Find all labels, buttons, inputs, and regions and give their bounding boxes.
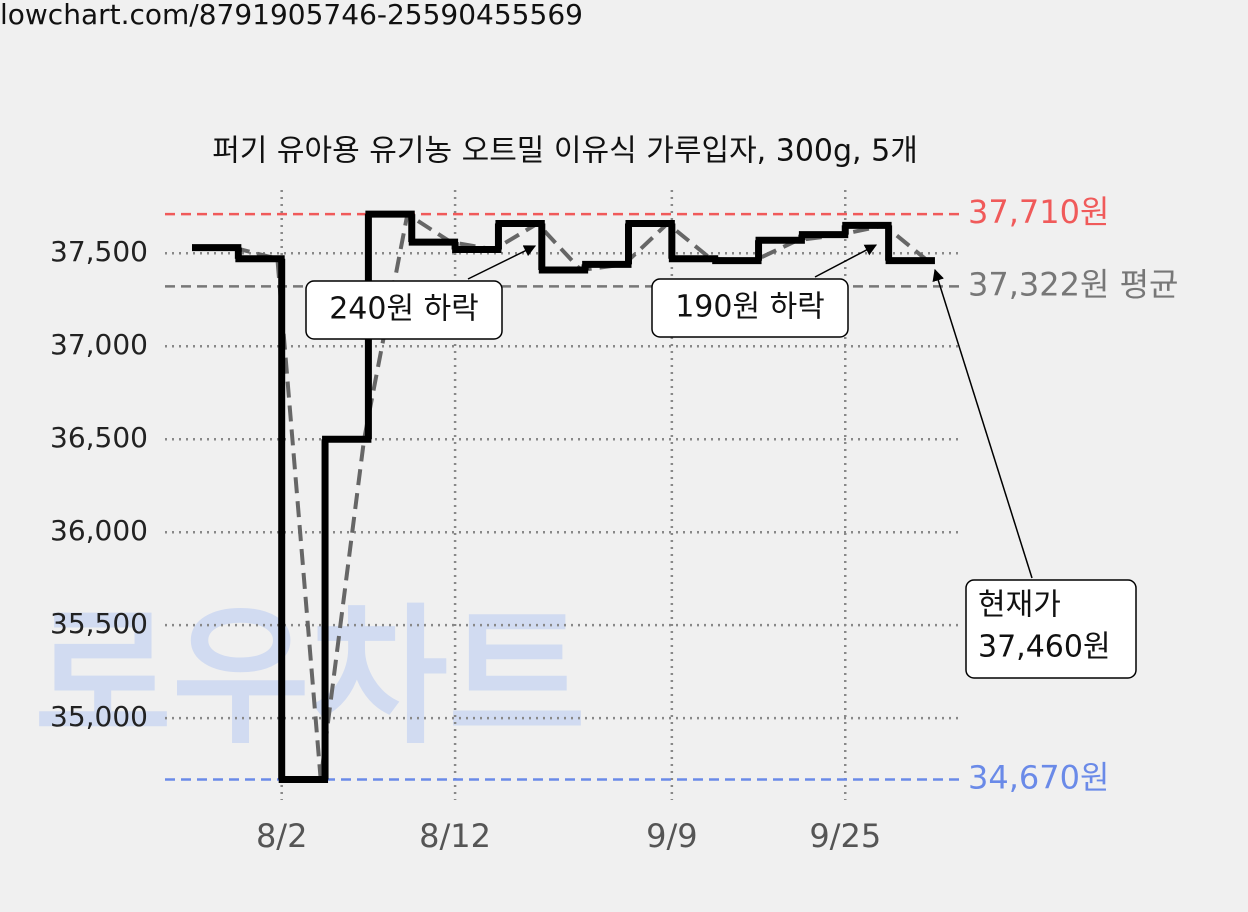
annotation-text: 240원 하락 [329,292,479,327]
y-tick-label: 35,000 [50,700,148,733]
annotation-box [651,278,849,338]
annotation-box [965,579,1137,679]
reference-label: 37,710원 [968,193,1109,231]
x-tick-label: 8/2 [256,817,308,855]
annotation-arrow [932,268,1033,579]
y-tick-label: 37,500 [50,235,148,268]
annotation-text: 190원 하락 [675,290,825,325]
y-tick-label: 35,500 [50,607,148,640]
annotation-box [305,280,503,340]
watermark: 로우차트 [34,591,586,765]
y-tick-label: 37,000 [50,328,148,361]
source-url: lowchart.com/8791905746-25590455569 [0,0,583,31]
y-tick-label: 36,000 [50,514,148,547]
x-tick-label: 9/25 [809,817,881,855]
reference-label: 37,322원 평균 [968,265,1178,303]
chart-title: 퍼기 유아용 유기농 오트밀 이유식 가루입자, 300g, 5개 [212,134,918,169]
y-tick-label: 36,500 [50,421,148,454]
annotation-text: 현재가 [978,588,1061,623]
annotation-arrow [467,245,537,280]
reference-label: 34,670원 [968,759,1109,797]
annotation-arrow [814,244,878,278]
x-tick-label: 9/9 [646,817,698,855]
annotation-text: 37,460원 [978,630,1111,665]
x-tick-label: 8/12 [419,817,491,855]
